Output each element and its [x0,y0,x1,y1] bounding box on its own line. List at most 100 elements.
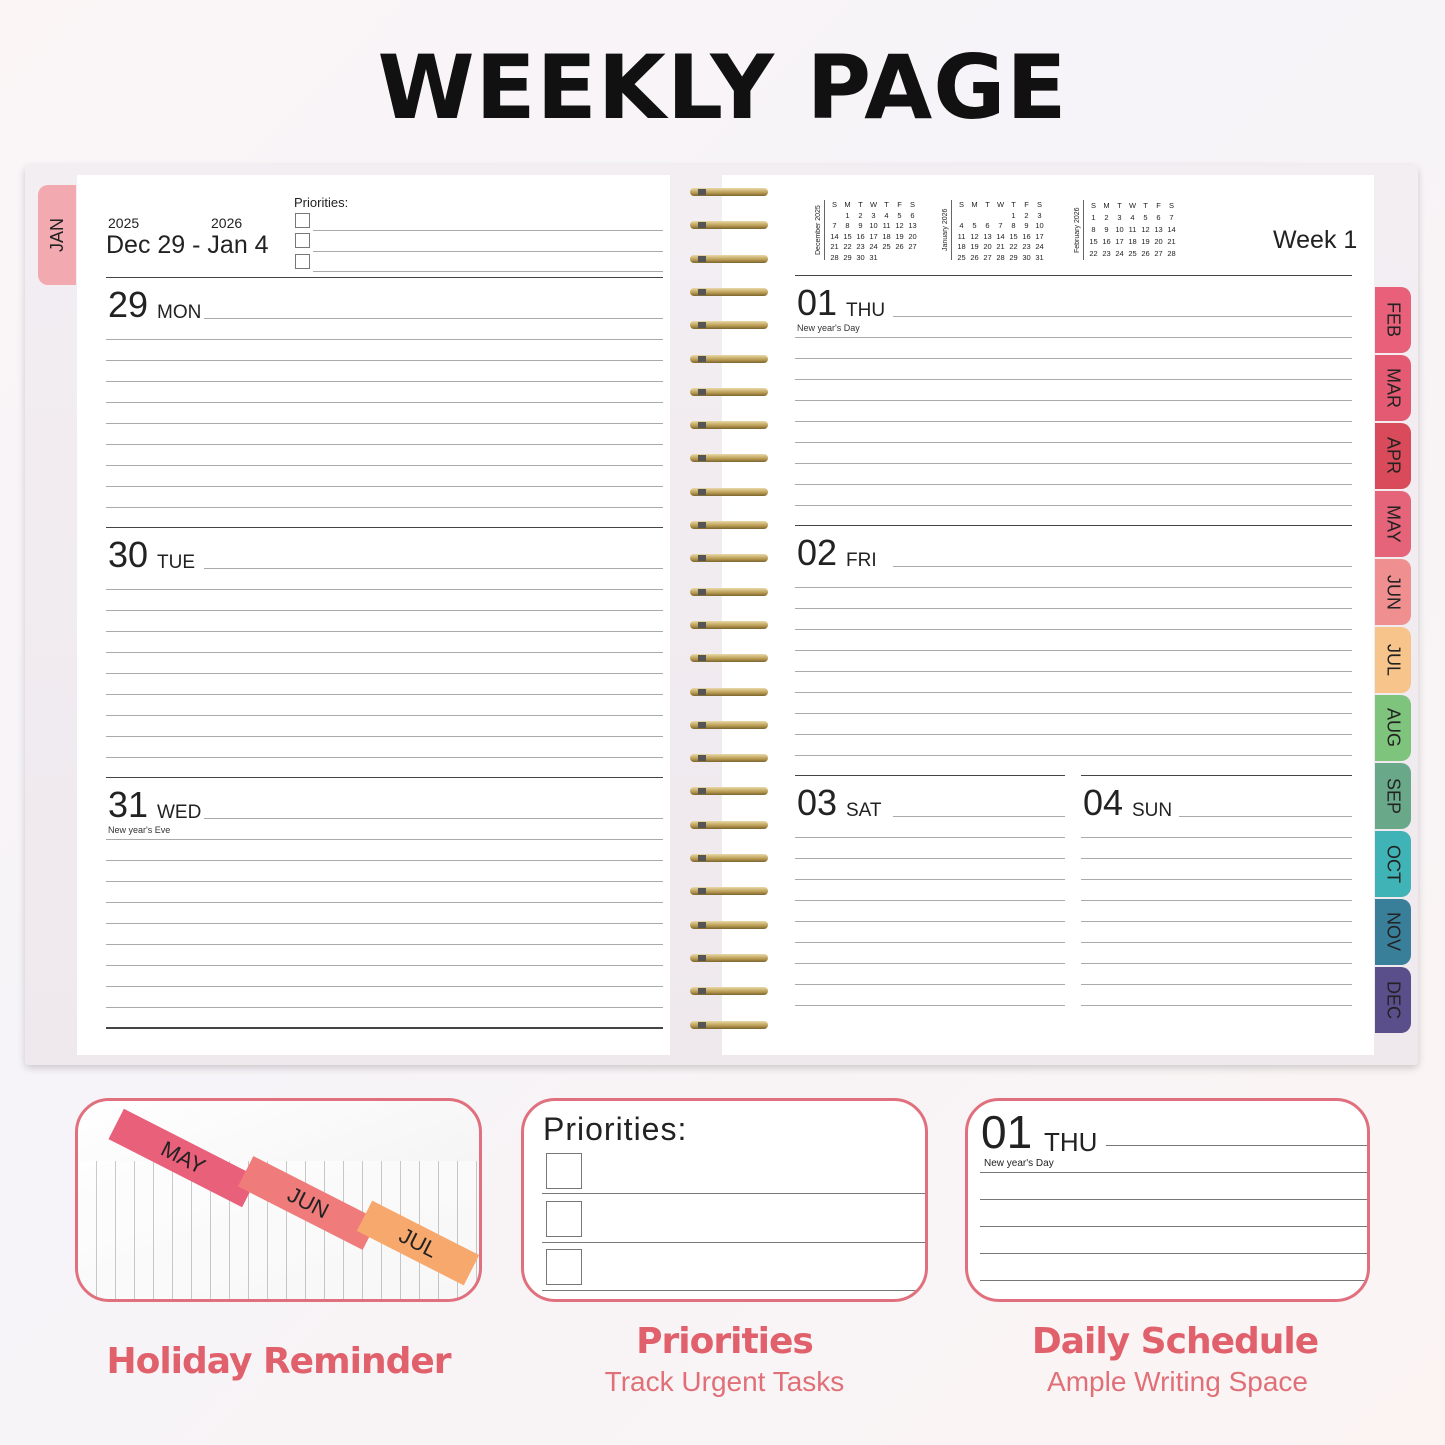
calendar-day: 27 [1154,249,1163,258]
writing-lines[interactable] [106,819,663,1028]
calendar-day: 12 [970,231,979,241]
writing-lines[interactable] [795,817,1065,1026]
spiral-ring [690,252,768,266]
tab-dec[interactable]: DEC [1375,967,1411,1033]
priority-checkbox[interactable] [295,254,310,269]
feature-subtitle: Track Urgent Tasks [604,1366,845,1397]
feature-subtitle: Ample Writing Space [1047,1366,1308,1397]
spiral-ring [690,385,768,399]
priority-checkbox[interactable] [546,1201,582,1237]
calendar-day: 8 [845,221,850,231]
day-name: THU [1044,1127,1098,1157]
year-end: 2026 [211,215,243,231]
calendar-day: 27 [908,242,917,252]
calendar-day: 31 [869,252,878,262]
weekday-header: F [897,200,902,210]
tab-sep[interactable]: SEP [1375,763,1411,829]
day-section[interactable]: 31 WED New year's Eve [106,777,663,1028]
calendar-day: 16 [1022,231,1031,241]
calendar-day: 11 [882,221,891,231]
spiral-ring [690,751,768,765]
tab-jan[interactable]: JAN [38,185,76,285]
tab-label: FEB [1383,302,1404,338]
calendar-day [994,211,1007,222]
calendar-day: 13 [1154,225,1163,234]
calendar-day: 18 [1128,237,1137,246]
calendar-day: 22 [843,242,852,252]
calendar-day: 25 [1128,249,1137,258]
writing-lines[interactable] [795,567,1352,776]
spiral-ring [690,318,768,332]
weekday-header: T [884,200,889,210]
priority-checkbox[interactable] [546,1153,582,1189]
spiral-ring [690,851,768,865]
calendar-day [880,253,893,264]
calendar-day: 23 [1102,249,1111,258]
weekday-header: T [985,200,990,210]
calendar-day: 12 [895,221,904,231]
calendar-day: 14 [996,231,1005,241]
writing-lines[interactable] [795,317,1352,526]
feature-holiday-image: MAY JUN JUL [75,1098,482,1302]
priority-checkbox[interactable] [295,213,310,228]
day-name: TUE [157,552,195,573]
calendar-day: 7 [832,221,837,231]
calendar-day: 9 [1104,225,1109,234]
writing-lines[interactable] [106,319,663,528]
spiral-ring [690,884,768,898]
calendar-day: 15 [1009,231,1018,241]
calendar-day: 14 [1167,225,1176,234]
calendar-day: 22 [1089,249,1098,258]
calendar-day: 7 [998,221,1003,231]
day-section[interactable]: 30 TUE [106,527,663,778]
day-section[interactable]: 04 SUN [1081,775,1352,1026]
tab-jun[interactable]: JUN [1375,559,1411,625]
tab-aug[interactable]: AUG [1375,695,1411,761]
calendar-day: 26 [970,252,979,262]
feature-title: Holiday Reminder [106,1341,451,1382]
tab-label: DEC [1383,980,1404,1019]
calendar-day: 1 [1011,210,1016,220]
weekday-header: T [1011,200,1016,210]
calendar-day: 21 [1167,237,1176,246]
calendar-day: 8 [1011,221,1016,231]
tab-feb[interactable]: FEB [1375,287,1411,353]
calendar-day: 23 [1022,242,1031,252]
day-section[interactable]: 29 MON [106,277,663,528]
tab-label: NOV [1383,912,1404,952]
weekday-header: W [869,200,878,210]
calendar-day: 6 [985,221,990,231]
mini-calendar: January 2026 S M T W T F S 1 2 3 4 5 6 7 8 9 10 11 12 13 14 15… [942,200,1046,263]
day-section[interactable]: 01 THU New year's Day [795,275,1352,526]
calendar-day: 29 [1009,252,1018,262]
priority-checkbox[interactable] [546,1249,582,1285]
writing-lines[interactable] [1081,817,1352,1026]
weekday-header: M [1103,201,1110,210]
tab-mar[interactable]: MAR [1375,355,1411,421]
day-section[interactable]: 02 FRI [795,525,1352,776]
spiral-ring [690,185,768,199]
calendar-day: 11 [1128,225,1137,234]
mini-calendar: December 2025 S M T W T F S 1 2 3 4 5 6 7 8 9 10 11 12 13 14 1… [815,200,919,263]
calendar-day: 6 [910,210,915,220]
priority-checkbox[interactable] [295,233,310,248]
weekday-header: S [1036,200,1042,210]
day-section[interactable]: 03 SAT [795,775,1065,1026]
mini-calendar-month: December 2025 [815,200,825,260]
tab-may[interactable]: MAY [1375,491,1411,557]
spiral-ring [690,918,768,932]
tab-nov[interactable]: NOV [1375,899,1411,965]
calendar-day: 2 [1024,210,1029,220]
spiral-ring [690,451,768,465]
calendar-day: 10 [1115,225,1124,234]
tab-apr[interactable]: APR [1375,423,1411,489]
writing-lines[interactable] [106,569,663,778]
day-number: 01 [981,1106,1033,1158]
tab-jul[interactable]: JUL [1375,627,1411,693]
tab-oct[interactable]: OCT [1375,831,1411,897]
spiral-ring [690,1018,768,1032]
calendar-day: 29 [843,252,852,262]
calendar-day: 24 [1115,249,1124,258]
spiral-ring [690,218,768,232]
calendar-day: 10 [869,221,878,231]
